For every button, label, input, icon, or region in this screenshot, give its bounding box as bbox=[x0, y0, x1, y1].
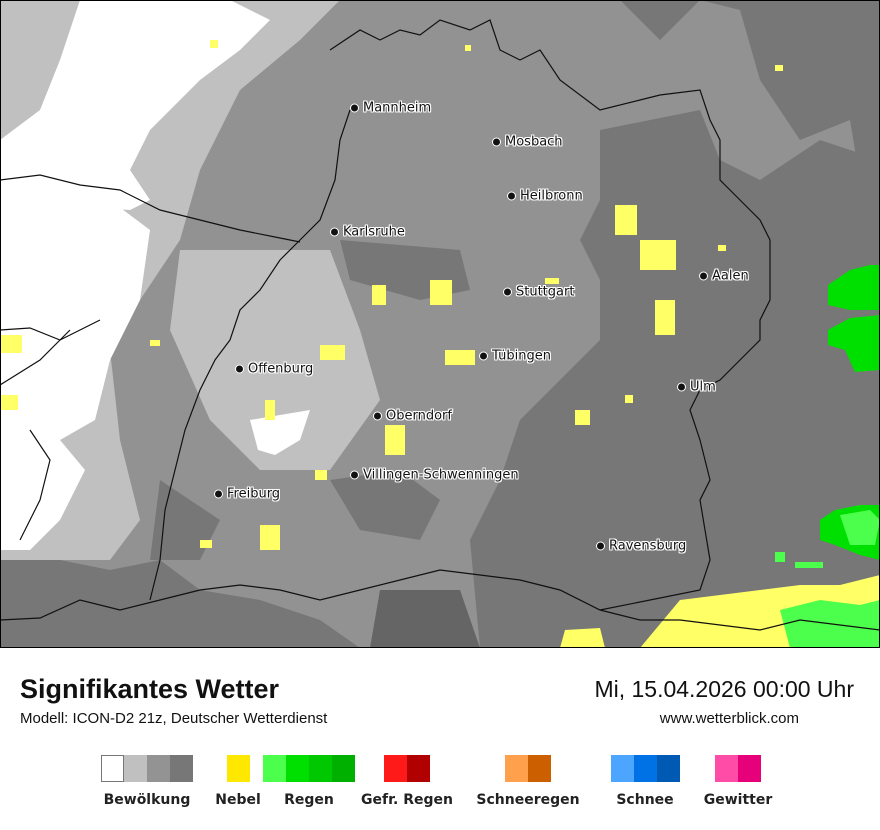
city-label: Mannheim bbox=[363, 100, 432, 116]
legend-swatch bbox=[263, 755, 286, 782]
legend-swatch bbox=[715, 755, 738, 782]
legend-swatches bbox=[226, 755, 250, 782]
city-dot-icon bbox=[330, 227, 339, 237]
city-dot-icon bbox=[350, 103, 359, 113]
city-marker: Villingen-Schwenningen bbox=[350, 468, 519, 483]
legend-item: Bewölkung bbox=[87, 755, 207, 808]
city-label: Mosbach bbox=[505, 134, 563, 150]
city-label: Ravensburg bbox=[609, 538, 687, 554]
legend-swatch bbox=[309, 755, 332, 782]
city-marker: Offenburg bbox=[235, 362, 313, 377]
city-marker: Mosbach bbox=[492, 135, 563, 150]
legend-swatch bbox=[286, 755, 309, 782]
legend-label: Schnee bbox=[616, 792, 674, 808]
legend-swatch bbox=[610, 755, 634, 782]
legend-swatch bbox=[170, 755, 193, 782]
city-label: Oberndorf bbox=[386, 408, 452, 424]
city-label: Heilbronn bbox=[520, 188, 583, 204]
legend-label: Gewitter bbox=[703, 792, 773, 808]
legend-swatch bbox=[633, 755, 657, 782]
city-marker: Tübingen bbox=[479, 349, 551, 364]
city-label: Karlsruhe bbox=[343, 224, 405, 240]
cloud-cover-layer bbox=[0, 0, 880, 648]
city-label: Freiburg bbox=[227, 486, 281, 502]
city-dot-icon bbox=[677, 382, 686, 392]
map-title: Signifikantes Wetter bbox=[20, 674, 280, 704]
city-label: Ulm bbox=[690, 379, 716, 395]
legend-swatch bbox=[147, 755, 170, 782]
legend-swatch bbox=[505, 755, 528, 782]
city-marker: Oberndorf bbox=[373, 409, 452, 424]
city-marker: Karlsruhe bbox=[330, 225, 405, 240]
legend-swatch bbox=[101, 755, 124, 782]
legend-swatch bbox=[407, 755, 430, 782]
city-label: Offenburg bbox=[248, 361, 314, 377]
city-dot-icon bbox=[235, 364, 244, 374]
city-marker: Ulm bbox=[677, 380, 716, 395]
legend-label: Schneeregen bbox=[476, 792, 580, 808]
legend-swatches bbox=[610, 755, 680, 782]
city-marker: Mannheim bbox=[350, 101, 431, 116]
legend-item: Nebel bbox=[178, 755, 298, 808]
legend: Bewölkung Nebel Regen Gefr. Regen Schneerege… bbox=[0, 755, 880, 815]
city-label: Stuttgart bbox=[516, 284, 575, 300]
city-dot-icon bbox=[596, 541, 605, 551]
city-marker: Aalen bbox=[699, 269, 749, 284]
weather-map: Mannheim Mosbach Heilbronn Karlsruhe Aalen St… bbox=[0, 0, 880, 648]
legend-swatch bbox=[738, 755, 761, 782]
legend-swatches bbox=[505, 755, 551, 782]
legend-swatch bbox=[656, 755, 680, 782]
city-dot-icon bbox=[503, 287, 512, 297]
city-label: Villingen-Schwenningen bbox=[363, 467, 519, 483]
legend-label: Regen bbox=[284, 792, 334, 808]
legend-item: Gefr. Regen bbox=[347, 755, 467, 808]
legend-item: Gewitter bbox=[678, 755, 798, 808]
city-dot-icon bbox=[507, 191, 516, 201]
legend-item: Schneeregen bbox=[468, 755, 588, 808]
legend-swatch bbox=[528, 755, 551, 782]
legend-swatches bbox=[715, 755, 761, 782]
footer-panel: Signifikantes Wetter Modell: ICON-D2 21z… bbox=[0, 648, 880, 830]
legend-label: Gefr. Regen bbox=[361, 792, 453, 808]
city-dot-icon bbox=[492, 137, 501, 147]
legend-swatch bbox=[226, 755, 250, 782]
city-dot-icon bbox=[479, 351, 488, 361]
city-marker: Freiburg bbox=[214, 487, 280, 502]
city-marker: Heilbronn bbox=[507, 189, 583, 204]
legend-item: Schnee bbox=[585, 755, 705, 808]
city-label: Aalen bbox=[712, 268, 749, 284]
legend-item: Regen bbox=[249, 755, 369, 808]
legend-swatches bbox=[384, 755, 430, 782]
legend-swatch bbox=[384, 755, 407, 782]
city-dot-icon bbox=[214, 489, 223, 499]
city-label: Tübingen bbox=[492, 348, 551, 364]
website-link[interactable]: www.wetterblick.com bbox=[659, 710, 799, 727]
city-dot-icon bbox=[373, 411, 382, 421]
city-dot-icon bbox=[350, 470, 359, 480]
city-dot-icon bbox=[699, 271, 708, 281]
model-source: Modell: ICON-D2 21z, Deutscher Wetterdie… bbox=[20, 710, 328, 727]
legend-label: Nebel bbox=[215, 792, 261, 808]
legend-swatch bbox=[332, 755, 355, 782]
legend-label: Bewölkung bbox=[103, 792, 191, 808]
forecast-datetime: Mi, 15.04.2026 00:00 Uhr bbox=[594, 676, 854, 702]
legend-swatches bbox=[263, 755, 355, 782]
legend-swatch bbox=[124, 755, 147, 782]
city-marker: Ravensburg bbox=[596, 539, 686, 554]
city-marker: Stuttgart bbox=[503, 285, 574, 300]
legend-swatches bbox=[101, 755, 193, 782]
